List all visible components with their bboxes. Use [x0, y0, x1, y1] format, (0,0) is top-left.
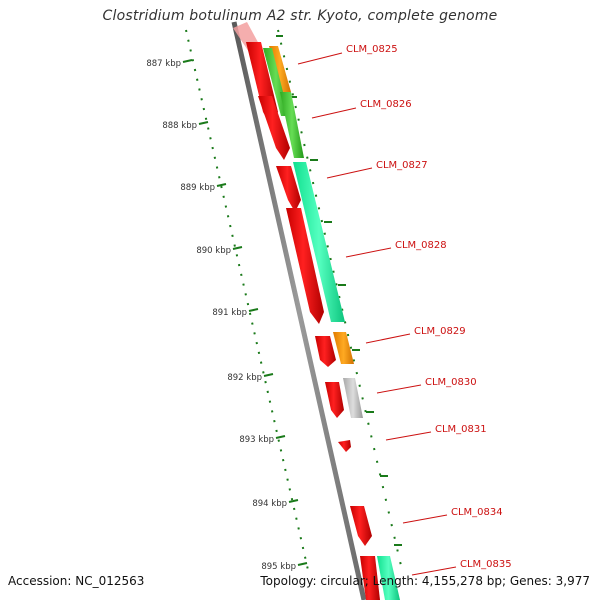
gene-label-leader: [297, 52, 343, 65]
gene-feature-clm-0830[interactable]: [343, 378, 363, 418]
cds-arrow[interactable]: [360, 556, 380, 600]
kbp-tick: [232, 246, 243, 250]
genome-backbone: [231, 21, 367, 600]
kbp-tick: [216, 183, 227, 187]
gene-label[interactable]: CLM_0828: [395, 240, 447, 251]
cds-arrow[interactable]: [315, 336, 336, 367]
cds-arrow[interactable]: [325, 382, 344, 418]
kbp-tick: [182, 59, 193, 63]
gene-feature-clm-0826b[interactable]: [280, 92, 304, 158]
cds-arrow[interactable]: [350, 506, 372, 546]
cds-arrow[interactable]: [258, 96, 290, 160]
kbp-tick: [248, 308, 259, 312]
gene-label-group: CLM_0825 CLM_0826 CLM_0827 CLM_0828 CLM_0829…: [297, 44, 512, 576]
inner-scale-ring: [185, 29, 309, 571]
kbp-tick-label: 893 kbp: [239, 435, 274, 445]
genome-summary-label: Topology: circular; Length: 4,155,278 bp…: [260, 574, 590, 588]
kbp-tick-label: 890 kbp: [196, 246, 231, 256]
gene-label[interactable]: CLM_0825: [346, 44, 398, 55]
gene-feature-clm-0835[interactable]: [377, 556, 400, 600]
gene-label[interactable]: CLM_0827: [376, 160, 428, 171]
kbp-tick-label: 892 kbp: [227, 373, 262, 383]
gene-label[interactable]: CLM_0835: [460, 559, 512, 570]
kbp-tick-label: 895 kbp: [261, 562, 296, 572]
gene-label-leader: [402, 514, 448, 524]
kbp-tick-label: 887 kbp: [146, 59, 181, 69]
gene-label[interactable]: CLM_0826: [360, 99, 412, 110]
cds-track: [246, 42, 380, 600]
kbp-tick-group: 887 kbp 888 kbp 889 kbp 890 kbp 891 kbp 892 k…: [146, 59, 308, 572]
accession-label: Accession: NC_012563: [8, 574, 145, 588]
gene-label-leader: [326, 167, 373, 179]
kbp-tick-label: 894 kbp: [252, 499, 287, 509]
kbp-tick: [198, 121, 209, 125]
cds-arrow[interactable]: [338, 440, 351, 452]
gene-label[interactable]: CLM_0834: [451, 507, 503, 518]
outer-scale-ring: [277, 29, 403, 571]
cds-arrow[interactable]: [276, 166, 301, 212]
kbp-tick: [297, 562, 308, 566]
gene-label-leader: [311, 107, 357, 119]
kbp-tick-label: 891 kbp: [212, 308, 247, 318]
gene-feature-clm-0827[interactable]: [293, 162, 345, 322]
gene-feature-clm-0829[interactable]: [333, 332, 354, 364]
genome-title: Clostridium botulinum A2 str. Kyoto, com…: [102, 8, 498, 24]
kbp-tick: [263, 373, 274, 377]
kbp-tick-label: 889 kbp: [180, 183, 215, 193]
gene-label-leader: [365, 333, 411, 344]
gene-feature-clm-0825[interactable]: [269, 46, 291, 92]
gene-label[interactable]: CLM_0829: [414, 326, 466, 337]
kbp-tick-label: 888 kbp: [162, 121, 197, 131]
kbp-tick: [288, 499, 299, 503]
gene-label-leader: [376, 384, 422, 394]
gene-label-leader: [345, 247, 392, 258]
gene-feature-track: [263, 46, 400, 600]
gene-label[interactable]: CLM_0830: [425, 377, 477, 388]
cds-arrow[interactable]: [286, 208, 324, 324]
gene-label-leader: [385, 431, 432, 441]
gene-label[interactable]: CLM_0831: [435, 424, 487, 435]
kbp-tick: [275, 435, 286, 439]
gene-label-leader: [411, 566, 457, 576]
